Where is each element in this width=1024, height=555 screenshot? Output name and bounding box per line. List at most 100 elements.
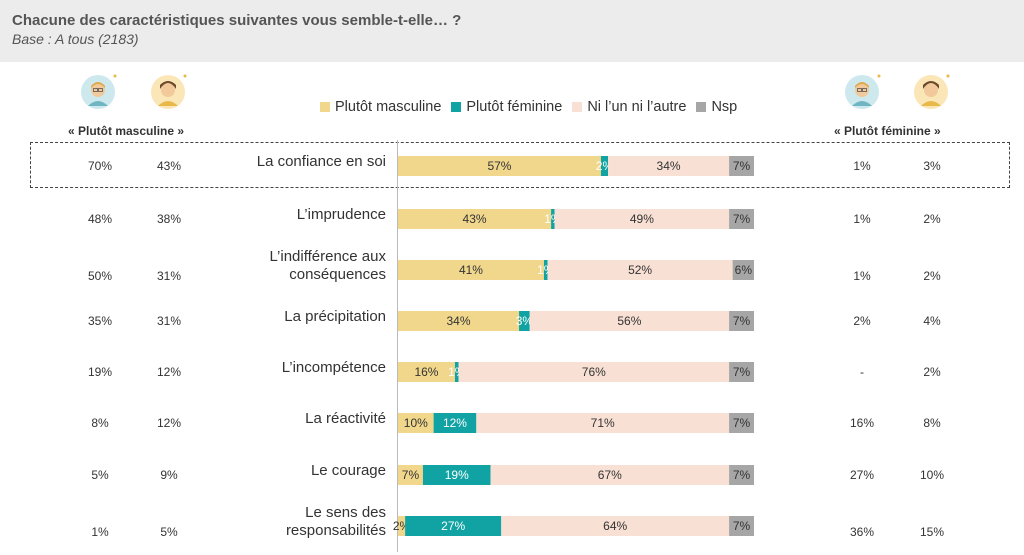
chart-legend: Plutôt masculine Plutôt féminine Ni l’un… [320,97,747,117]
legend-label-nsp: Nsp [711,99,738,115]
data-label-feminine: 19% [445,468,469,482]
data-label-neither: 71% [591,416,615,430]
right-female-percent: 10% [919,468,945,482]
data-label-feminine: 12% [443,416,467,430]
legend-item-nsp: Nsp [696,99,737,115]
data-label-masculine: 34% [447,314,471,328]
right-male-percent: 2% [853,314,871,328]
left-female-percent: 38% [156,212,182,226]
right-female-percent: 15% [919,525,945,539]
data-label-masculine: 10% [404,416,428,430]
right-female-percent: 2% [923,365,941,379]
bar-segment-neither [554,209,730,229]
legend-label-neither: Ni l’un ni l’autre [587,99,687,115]
bar-segment-nsp [729,209,754,229]
category-label: La précipitation [126,308,386,326]
bar-segment-feminine [519,311,530,331]
bar-segment-masculine [398,362,455,382]
page-title: Chacune des caractéristiques suivantes v… [12,12,462,29]
legend-swatch-masculine [320,102,330,112]
data-label-nsp: 7% [733,416,751,430]
male-respondent-icon [81,74,117,109]
left-female-percent: 31% [156,314,182,328]
bar-segment-masculine [398,413,434,433]
data-label-masculine: 57% [487,159,511,173]
bar-segment-neither [501,516,730,536]
left-male-percent: 70% [87,159,113,173]
bar-segment-masculine [398,311,520,331]
right-male-percent: 1% [853,159,871,173]
bar-segment-masculine [398,516,406,536]
left-female-percent: 12% [156,365,182,379]
left-male-percent: 35% [87,314,113,328]
left-group-label: « Plutôt masculine » [68,124,185,138]
bar-segment-feminine [422,465,491,485]
left-female-percent: 31% [156,269,182,283]
data-label-feminine: 27% [441,519,465,533]
data-label-neither: 52% [628,263,652,277]
category-label: L’imprudence [126,206,386,224]
bar-segment-nsp [732,260,754,280]
data-label-masculine: 16% [414,365,438,379]
left-female-percent: 12% [156,416,182,430]
legend-swatch-nsp [696,102,707,112]
bar-segment-masculine [398,156,601,176]
right-female-percent: 2% [923,212,941,226]
left-female-percent: 9% [160,468,178,482]
highlight-box [30,142,1010,188]
right-female-percent: 4% [923,314,941,328]
male-respondent-icon [845,74,881,109]
data-label-nsp: 6% [735,263,753,277]
category-label-line: La confiance en soi [256,153,386,170]
category-label-line: Le courage [310,462,386,479]
category-label: L’indifférence aux conséquences [126,248,386,284]
legend-swatch-neither [572,102,583,112]
bar-segment-feminine [433,413,477,433]
bar-segment-masculine [398,209,552,229]
legend-item-masculine: Plutôt masculine [320,99,441,115]
data-label-neither: 76% [582,365,606,379]
left-male-percent: 19% [87,365,113,379]
data-label-masculine: 43% [463,212,487,226]
category-label: Le courage [126,462,386,480]
category-label-line: La précipitation [284,308,386,325]
category-label: Le sens des responsabilités [126,504,386,540]
category-label-line: L’indifférence aux [269,248,386,265]
data-label-neither: 67% [598,468,622,482]
category-label: La confiance en soi [126,153,386,171]
data-label-nsp: 7% [733,212,751,226]
bar-segment-feminine [551,209,555,229]
category-label-line: Le sens des [305,504,386,521]
right-male-percent: - [860,365,864,379]
left-female-percent: 43% [156,159,182,173]
category-label: L’incompétence [126,359,386,377]
legend-label-masculine: Plutôt masculine [335,99,442,115]
category-label-line: responsabilités [285,522,386,539]
bar-segment-nsp [729,465,754,485]
bar-segment-nsp [729,413,754,433]
data-label-nsp: 7% [733,468,751,482]
category-label-line: L’incompétence [281,359,386,376]
legend-item-neither: Ni l’un ni l’autre [572,99,686,115]
right-male-percent: 1% [853,269,871,283]
bar-segment-neither [458,362,730,382]
bar-segment-nsp [729,156,754,176]
right-male-percent: 36% [849,525,875,539]
bar-segment-nsp [729,311,754,331]
right-male-percent: 27% [849,468,875,482]
data-label-feminine: 3% [516,314,534,328]
bar-segment-feminine [405,516,502,536]
right-group-label: « Plutôt féminine » [834,124,941,138]
data-label-nsp: 7% [733,519,751,533]
category-label-line: conséquences [289,266,386,283]
data-label-nsp: 7% [733,159,751,173]
bar-segment-masculine [398,260,544,280]
bar-segment-neither [529,311,730,331]
legend-item-feminine: Plutôt féminine [451,99,562,115]
page-subtitle: Base : A tous (2183) [12,31,139,47]
data-label-masculine: 41% [459,263,483,277]
female-respondent-icon [914,74,950,109]
female-respondent-icon [151,74,187,109]
data-label-masculine: 7% [402,468,420,482]
